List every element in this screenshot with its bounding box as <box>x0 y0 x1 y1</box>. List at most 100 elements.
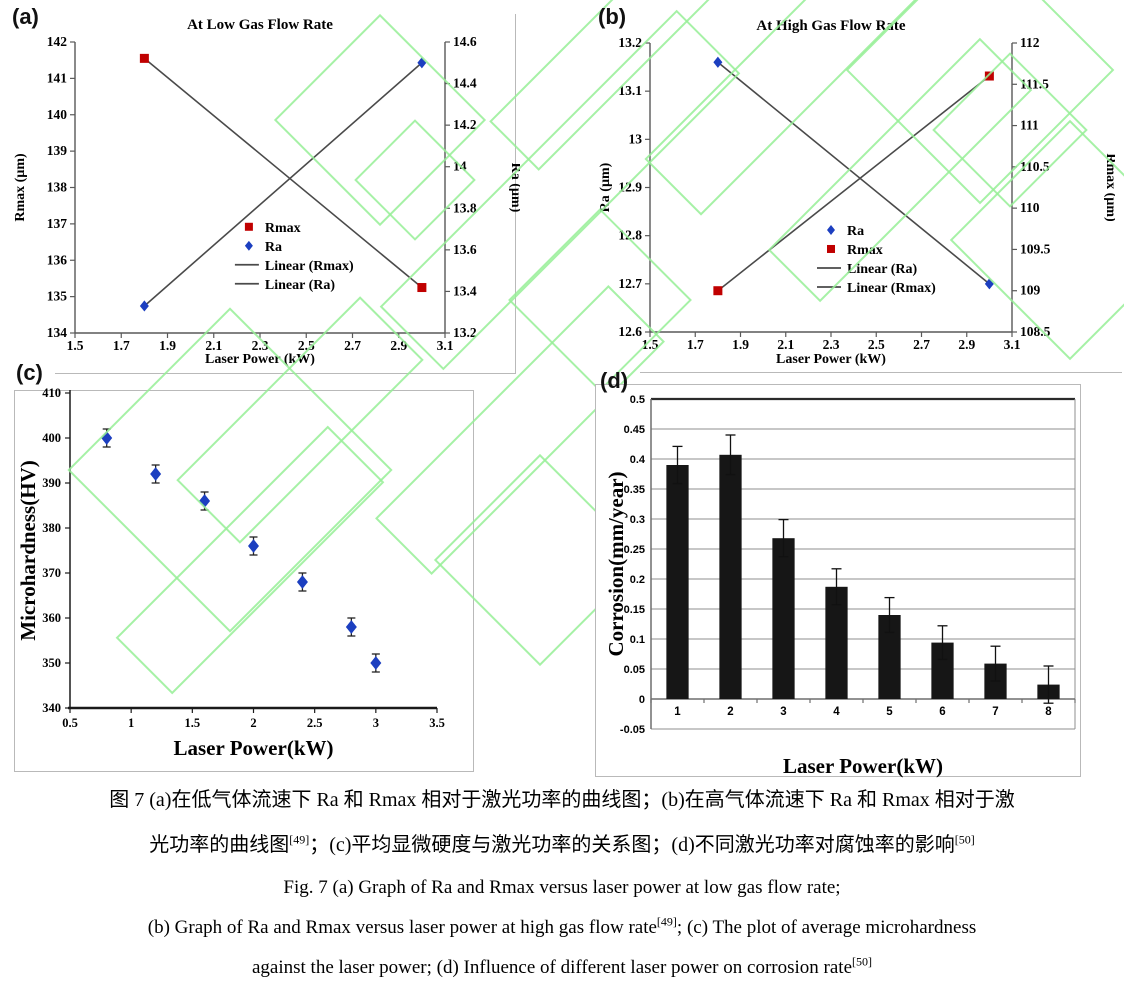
diamond-marker <box>345 620 357 634</box>
trend-line <box>717 61 990 285</box>
y-tick-label: 0.15 <box>624 604 645 616</box>
chart-a-svg: 134 135 136 137 138 139 140 141 142 13.2 13.4 13.6 1… <box>13 17 523 367</box>
reference-49: [49] <box>656 914 677 929</box>
bar <box>719 454 742 699</box>
caption-zh-line1: 图 7 (a)在低气体流速下 Ra 和 Rmax 相对于激光功率的曲线图；(b)… <box>109 789 1015 811</box>
y-tick-label: 380 <box>42 521 61 535</box>
y-right-tick-label: 110.5 <box>1020 159 1050 174</box>
chart-c-microhardness: 340 350 360 370 380 390 400 410 0.5 1 1.5 2 2.5 3 3.5 M… <box>15 380 485 765</box>
reference-49: [49] <box>289 832 310 847</box>
y-right-tick-label: 13.8 <box>453 200 477 215</box>
bar <box>931 642 954 699</box>
legend-label: Linear (Rmax) <box>265 259 354 274</box>
x-category-label: 2 <box>727 706 733 718</box>
x-tick-label: 1 <box>128 716 134 730</box>
diamond-marker <box>713 56 723 68</box>
y-tick-label: 0.3 <box>630 514 645 526</box>
x-tick-label: 1.9 <box>732 337 749 352</box>
y-tick-label: 0.4 <box>630 454 646 466</box>
y-right-tick-label: 111 <box>1020 118 1039 133</box>
trend-line <box>717 75 990 292</box>
x-category-label: 1 <box>674 706 681 718</box>
y-right-tick-label: 108.5 <box>1020 324 1051 339</box>
x-tick-label: 1.5 <box>67 338 84 353</box>
chart-d-corrosion: -0.05 0 0.05 0.1 0.15 0.2 0.25 0.3 0.35 0.4 0.45 0.… <box>601 381 1091 781</box>
y-left-tick-label: 142 <box>47 34 68 49</box>
chart-c-svg: 340 350 360 370 380 390 400 410 0.5 1 1.5 2 2.5 3 3.5 M… <box>16 386 445 760</box>
legend-label: Linear (Rmax) <box>847 281 936 296</box>
square-marker <box>984 71 994 81</box>
caption-zh-line2-text: ；(c)平均显微硬度与激光功率的关系图；(d)不同激光功率对腐蚀率的影响 <box>309 834 955 856</box>
panel-letter-d: (d) <box>600 368 629 393</box>
x-tick-label: 2 <box>250 716 256 730</box>
y-axis-label: Microhardness(HV) <box>16 460 40 640</box>
y-left-tick-label: 12.6 <box>618 324 642 339</box>
y-tick-label: 0.5 <box>630 394 645 406</box>
x-tick-label: 2.3 <box>252 338 269 353</box>
y-right-tick-label: 13.2 <box>453 325 477 340</box>
y-right-tick-label: 112 <box>1020 35 1040 50</box>
diamond-marker <box>101 431 113 445</box>
y-left-axis-label: Rmax (µm) <box>13 153 28 222</box>
x-category-label: 5 <box>886 706 893 718</box>
y-left-tick-label: 13 <box>629 131 643 146</box>
y-tick-label: 390 <box>42 476 61 490</box>
y-right-tick-label: 13.6 <box>453 242 477 257</box>
x-axis-label: Laser Power (kW) <box>205 352 315 367</box>
chart-b-high-gas-flow: 12.6 12.7 12.8 12.9 13 13.1 13.2 108.5 109 109.5 1… <box>595 6 1118 372</box>
y-tick-label: 340 <box>42 701 61 715</box>
diamond-marker <box>827 225 835 235</box>
trend-line <box>143 57 423 289</box>
panel-a-border-bottom <box>55 373 515 374</box>
y-left-tick-label: 139 <box>47 143 68 158</box>
x-category-label: 4 <box>833 706 840 718</box>
x-tick-label: 2.7 <box>913 337 930 352</box>
y-left-tick-label: 134 <box>47 325 68 340</box>
legend-label: Ra <box>847 224 864 239</box>
caption-en-line2: (b) Graph of Ra and Rmax versus laser po… <box>0 908 1124 948</box>
y-left-tick-label: 135 <box>47 289 68 304</box>
bar <box>878 615 901 699</box>
y-right-tick-label: 109.5 <box>1020 241 1051 256</box>
diamond-marker <box>370 656 382 670</box>
y-tick-label: 370 <box>42 566 61 580</box>
square-marker <box>827 244 835 253</box>
y-left-tick-label: 136 <box>47 252 68 267</box>
y-right-axis-label: Rmax (µm) <box>1103 153 1115 222</box>
diamond-marker <box>417 57 427 69</box>
x-category-label: 3 <box>780 706 786 718</box>
chart-title: At High Gas Flow Rate <box>756 18 906 34</box>
x-tick-label: 2.5 <box>298 338 315 353</box>
y-tick-label: 0.25 <box>624 544 645 556</box>
x-category-label: 7 <box>992 706 998 718</box>
x-tick-label: 2.9 <box>958 337 975 352</box>
y-tick-label: 0.2 <box>630 574 645 586</box>
panel-c-border <box>14 390 474 772</box>
diamond-marker <box>244 240 253 251</box>
y-tick-label: 350 <box>42 656 61 670</box>
figure-caption: 图 7 (a)在低气体流速下 Ra 和 Rmax 相对于激光功率的曲线图；(b)… <box>0 778 1124 988</box>
y-right-tick-label: 110 <box>1020 200 1040 215</box>
y-tick-label: 0 <box>639 694 645 706</box>
x-axis-label: Laser Power (kW) <box>776 352 886 367</box>
x-category-label: 8 <box>1045 706 1052 718</box>
x-tick-label: 2.3 <box>823 337 840 352</box>
x-tick-label: 2.7 <box>344 338 361 353</box>
y-right-tick-label: 13.4 <box>453 283 477 298</box>
y-right-axis-label: Ra (µm) <box>508 163 520 213</box>
chart-title: At Low Gas Flow Rate <box>187 17 333 33</box>
y-left-tick-label: 140 <box>47 107 68 122</box>
y-right-tick-label: 14.4 <box>453 76 477 91</box>
diamond-marker <box>248 539 259 553</box>
legend-label: Linear (Ra) <box>847 262 917 277</box>
caption-en-line2-text: (b) Graph of Ra and Rmax versus laser po… <box>147 917 657 938</box>
x-tick-label: 1.5 <box>642 337 659 352</box>
caption-zh-line2: 光功率的曲线图[49]；(c)平均显微硬度与激光功率的关系图；(d)不同激光功率… <box>0 823 1124 868</box>
diamond-marker <box>199 494 211 508</box>
y-left-tick-label: 12.8 <box>618 228 642 243</box>
diamond-marker <box>139 300 149 312</box>
x-tick-label: 3.1 <box>437 338 454 353</box>
panel-d-border: -0.05 0 0.05 0.1 0.15 0.2 0.25 0.3 0.35 0.4 0.45 0.… <box>595 384 1081 778</box>
reference-50: [50] <box>852 954 872 969</box>
